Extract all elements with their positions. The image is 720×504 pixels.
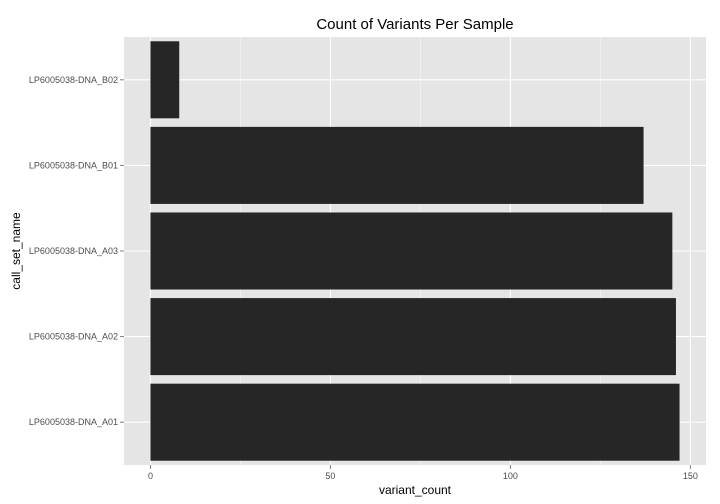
y-tick-label: LP6005038-DNA_A02 xyxy=(29,332,118,342)
y-axis: LP6005038-DNA_A01 LP6005038-DNA_A02 LP6005… xyxy=(29,75,124,427)
bar xyxy=(150,212,673,290)
x-tick-label: 0 xyxy=(148,471,153,481)
x-tick-label: 50 xyxy=(325,471,335,481)
y-axis-title: call_set_name xyxy=(9,212,23,290)
x-tick-label: 100 xyxy=(503,471,518,481)
x-tick-label: 150 xyxy=(683,471,698,481)
bar xyxy=(150,383,680,461)
y-tick-label: LP6005038-DNA_A03 xyxy=(29,246,118,256)
bars xyxy=(150,41,680,461)
y-tick-label: LP6005038-DNA_B01 xyxy=(29,160,118,170)
y-tick-label: LP6005038-DNA_A01 xyxy=(29,417,118,427)
x-axis: 0 50 100 150 xyxy=(148,465,698,481)
chart-title: Count of Variants Per Sample xyxy=(316,16,513,33)
bar xyxy=(150,126,644,204)
y-tick-label: LP6005038-DNA_B02 xyxy=(29,75,118,85)
x-axis-title: variant_count xyxy=(379,483,452,497)
bar xyxy=(150,298,676,376)
bar xyxy=(150,41,180,119)
